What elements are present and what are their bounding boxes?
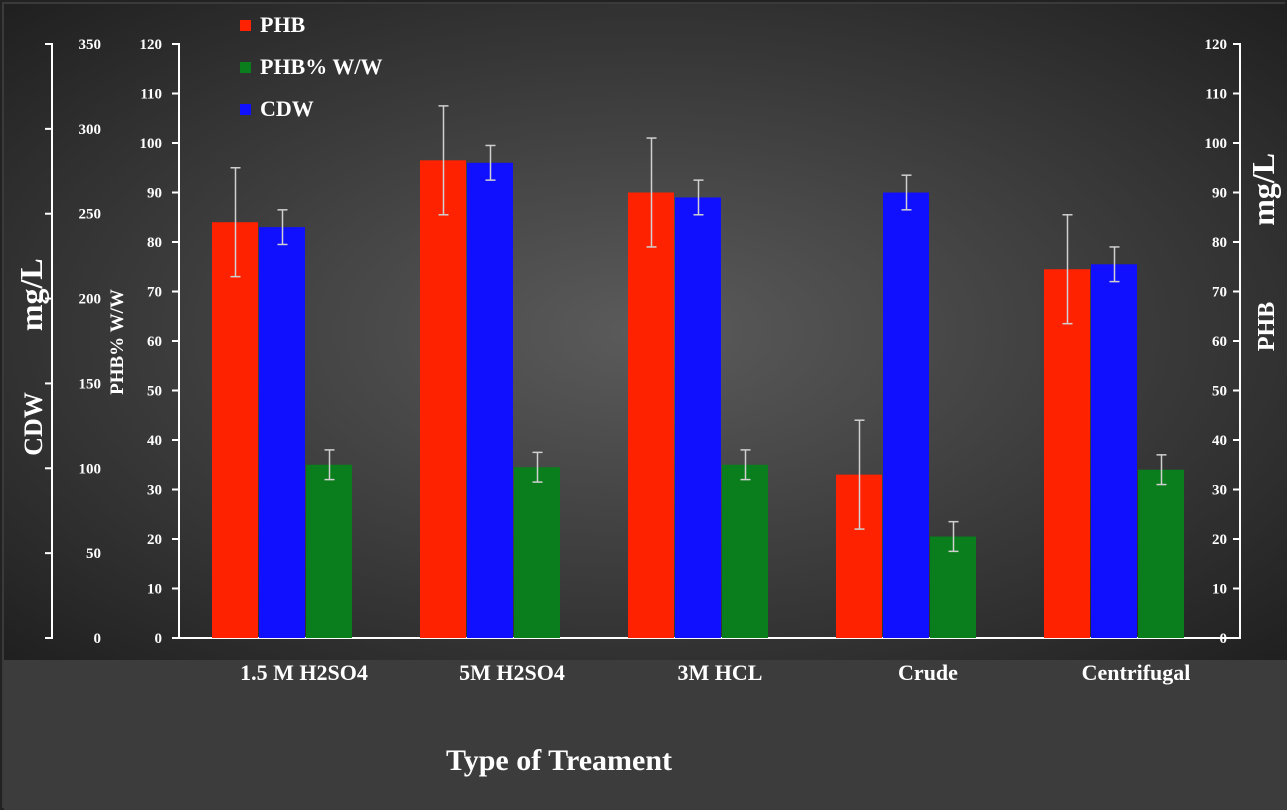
left-inner-tick-label: 30 xyxy=(147,483,162,499)
left-inner-tick-label: 0 xyxy=(155,631,163,647)
x-tick-label: 1.5 M H2SO4 xyxy=(240,660,368,685)
right-tick-label: 110 xyxy=(1205,87,1227,103)
left-outer-axis-label: CDW mg/L xyxy=(13,258,49,455)
left-outer-tick-label: 100 xyxy=(79,461,102,477)
left-outer-tick-label: 0 xyxy=(94,631,102,647)
left-outer-tick-label: 50 xyxy=(86,546,101,562)
legend-swatch-3 xyxy=(240,104,251,115)
left-outer-tick-label: 300 xyxy=(79,122,102,138)
right-tick-label: 100 xyxy=(1205,136,1228,152)
error-bar xyxy=(324,449,335,481)
error-bar xyxy=(438,105,449,216)
left-inner-tick-label: 50 xyxy=(147,384,162,400)
bar-cdw-4 xyxy=(883,192,929,638)
left-inner-tick-label: 80 xyxy=(147,235,162,251)
right-axis-label-part-2: mg/L xyxy=(1245,153,1281,226)
legend: PHB PHB% W/W CDW xyxy=(240,12,382,121)
right-tick-label: 10 xyxy=(1212,582,1227,598)
error-bar xyxy=(277,209,288,246)
x-tick-label: 5M H2SO4 xyxy=(459,660,565,685)
right-tick-label: 50 xyxy=(1212,384,1227,400)
bar-phb-w-w-5 xyxy=(1138,469,1184,638)
error-bar xyxy=(1062,214,1073,325)
left-outer-tick-label: 350 xyxy=(79,37,102,53)
left-inner-tick-label: 40 xyxy=(147,433,162,449)
bar-phb-w-w-3 xyxy=(722,464,768,638)
left-outer-axis-label-part-1: CDW xyxy=(19,392,48,456)
bar-cdw-3 xyxy=(675,197,721,638)
right-tick-label: 90 xyxy=(1212,186,1227,202)
bar-phb-5 xyxy=(1044,269,1090,638)
error-bar xyxy=(740,449,751,481)
right-axis-label: PHB mg/L xyxy=(1245,153,1281,351)
left-outer-tick-label: 150 xyxy=(79,376,102,392)
left-inner-tick-label: 120 xyxy=(140,37,163,53)
x-tick-label: 3M HCL xyxy=(678,660,763,685)
bar-cdw-5 xyxy=(1091,264,1137,638)
error-bar xyxy=(485,144,496,181)
right-tick-label: 60 xyxy=(1212,334,1227,350)
left-outer-axis: 0 50 100 150 200 250 300 350 xyxy=(45,37,101,647)
left-inner-tick-label: 110 xyxy=(140,87,162,103)
x-tick-label: Crude xyxy=(898,660,958,685)
right-tick-label: 40 xyxy=(1212,433,1227,449)
bar-cdw-2 xyxy=(467,162,513,639)
bar-phb-1 xyxy=(212,222,258,638)
right-tick-label: 20 xyxy=(1212,532,1227,548)
error-bar xyxy=(948,520,959,553)
category-band xyxy=(4,660,1287,810)
bar-phb-w-w-2 xyxy=(514,467,560,638)
left-outer-axis-label-part-2: mg/L xyxy=(13,258,49,331)
legend-label-2: PHB% W/W xyxy=(260,54,382,79)
x-axis-label: Type of Treament xyxy=(446,744,672,777)
bar-cdw-1 xyxy=(259,227,305,638)
bar-phb-2 xyxy=(420,160,466,638)
error-bar xyxy=(693,179,704,216)
left-inner-tick-label: 90 xyxy=(147,186,162,202)
bar-phb-w-w-1 xyxy=(306,464,352,638)
right-tick-label: 120 xyxy=(1205,37,1228,53)
left-outer-tick-label: 250 xyxy=(79,207,102,223)
left-inner-tick-label: 60 xyxy=(147,334,162,350)
legend-swatch-1 xyxy=(240,20,251,31)
left-inner-axis: 0 10 20 30 40 50 60 70 80 90 100 110 120 xyxy=(140,37,180,647)
left-inner-tick-label: 10 xyxy=(147,582,162,598)
legend-label-1: PHB xyxy=(260,12,306,37)
legend-label-3: CDW xyxy=(260,96,314,121)
left-inner-tick-label: 70 xyxy=(147,285,162,301)
error-bar xyxy=(1109,246,1120,283)
bar-phb-w-w-4 xyxy=(930,536,976,638)
error-bar xyxy=(532,451,543,483)
x-tick-label: Centrifugal xyxy=(1082,660,1191,685)
error-bar xyxy=(646,137,657,248)
right-tick-label: 30 xyxy=(1212,483,1227,499)
right-tick-label: 80 xyxy=(1212,235,1227,251)
left-inner-tick-label: 20 xyxy=(147,532,162,548)
left-outer-tick-label: 200 xyxy=(79,292,102,308)
left-inner-axis-label: PHB% W/W xyxy=(107,289,128,395)
error-bar xyxy=(1156,454,1167,486)
error-bar xyxy=(230,167,241,278)
right-tick-label: 70 xyxy=(1212,285,1227,301)
error-bar xyxy=(854,419,865,530)
right-axis-label-part-1: PHB xyxy=(1254,302,1280,351)
legend-swatch-2 xyxy=(240,62,251,73)
error-bar xyxy=(901,174,912,211)
bar-phb-3 xyxy=(628,192,674,638)
left-inner-tick-label: 100 xyxy=(140,136,163,152)
